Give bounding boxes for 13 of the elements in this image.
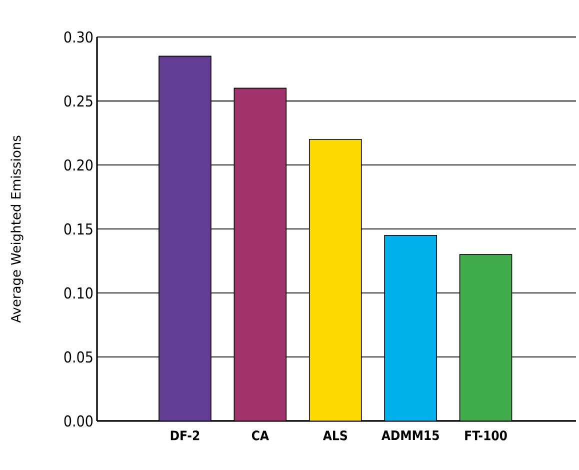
y-tick-label: 0.00 [64,415,93,427]
y-axis-title: Average Weighted Emissions [10,136,24,323]
y-tick-label: 0.10 [64,287,93,299]
y-tick-label: 0.25 [64,95,92,107]
y-tick-label: 0.05 [64,351,92,363]
x-tick-label: ADMM15 [381,430,439,440]
y-tick-label: 0.15 [64,223,92,235]
x-tick-label: DF-2 [170,430,200,440]
y-tick-label: 0.20 [64,159,93,171]
x-tick-label: ALS [322,430,347,440]
x-tick-label: CA [252,430,269,440]
y-tick-label: 0.30 [64,31,93,43]
x-tick-label: FT-100 [465,430,507,440]
